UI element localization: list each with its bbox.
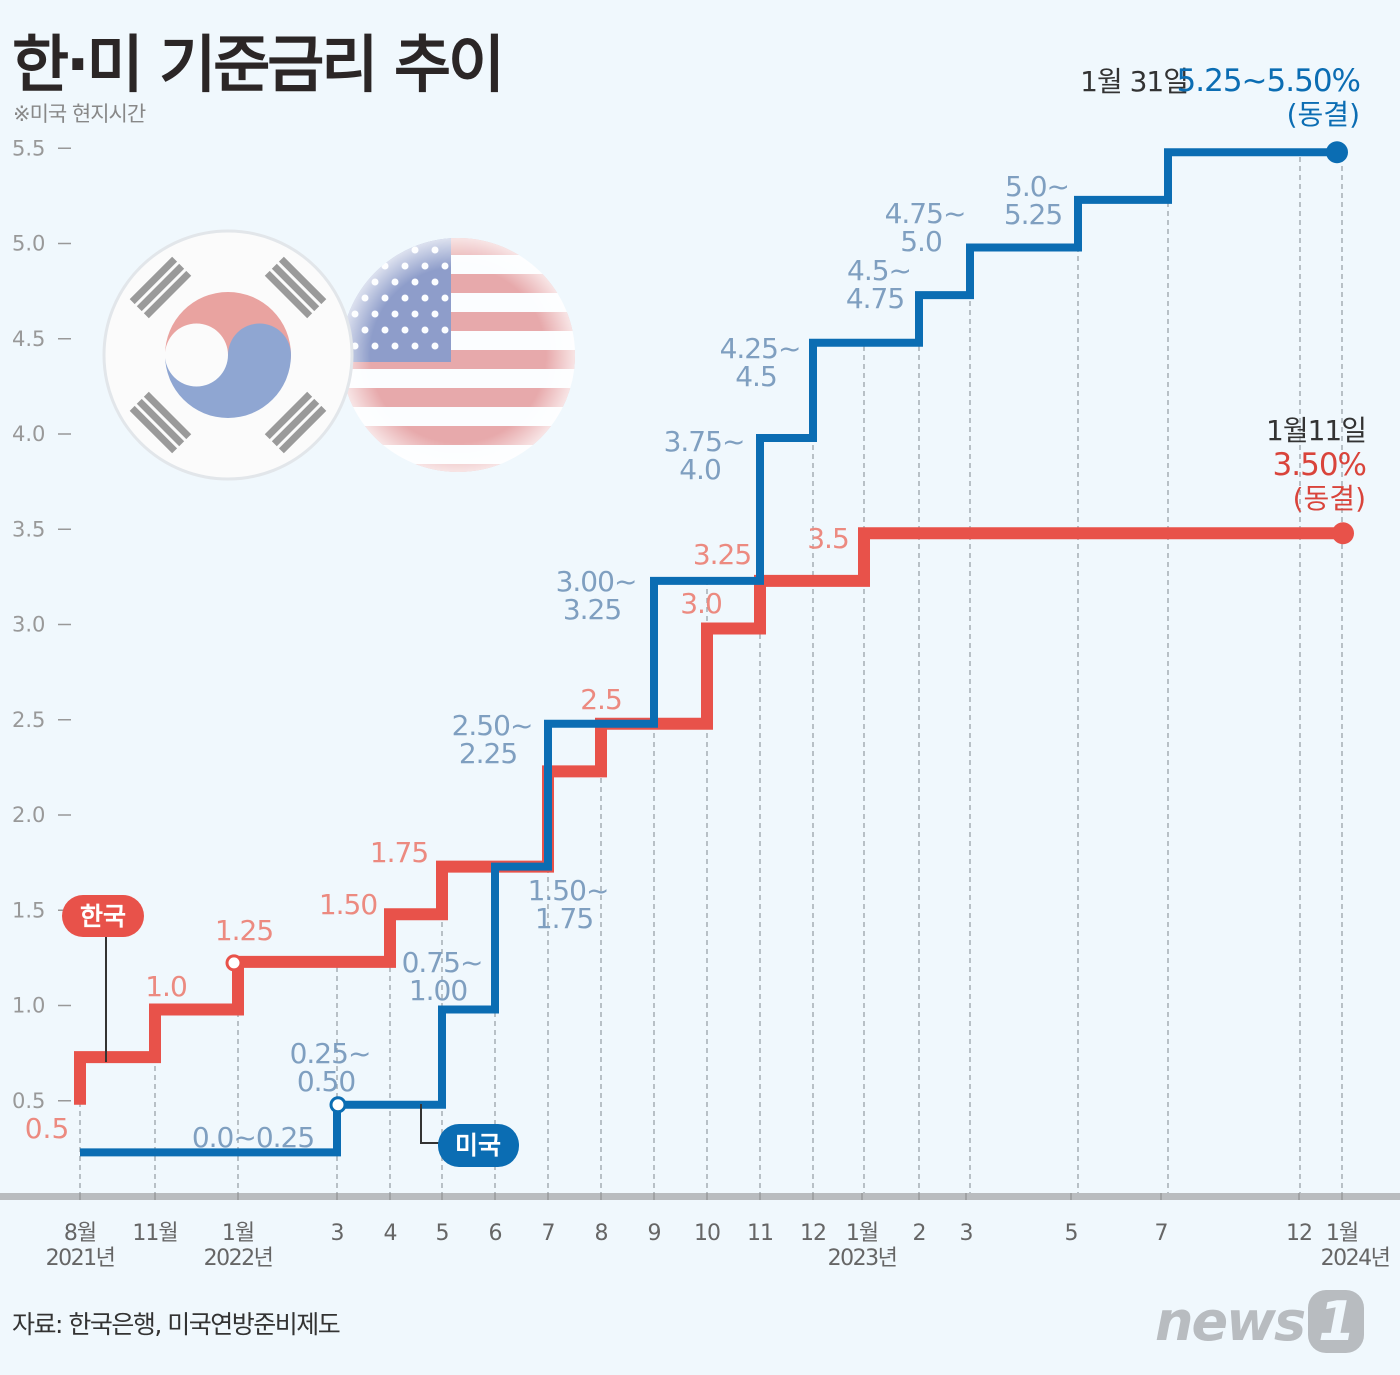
korea-data-label: 0.5 (25, 1112, 70, 1145)
y-tick-label: 2.5 (12, 708, 45, 732)
us-data-label: 5.0 (900, 225, 942, 258)
korea-legend-pill (62, 895, 144, 937)
us-data-label: 4.5~ (847, 254, 911, 287)
flag-star (361, 262, 369, 270)
x-tick-label: 8 (595, 1221, 608, 1246)
korea-flag-icon (102, 229, 354, 481)
y-tick-label: 3.5 (12, 517, 45, 541)
us-data-label: 3.00~ (556, 565, 637, 598)
korea-data-label: 2.5 (580, 683, 622, 716)
korea-data-label: 1.75 (370, 836, 428, 869)
us-data-label: 0.0~0.25 (192, 1121, 314, 1154)
flag-star (391, 246, 399, 254)
y-tick-label: 3.0 (12, 613, 45, 637)
korea-annotation-rate: 3.50% (1273, 447, 1366, 483)
us-data-label: 4.5 (735, 360, 777, 393)
x-tick-label: 1월 (846, 1221, 878, 1246)
korea-end-point (1332, 522, 1354, 545)
y-tick-label: 4.5 (12, 327, 45, 351)
x-tick-label: 6 (489, 1221, 502, 1246)
flags-illustration (102, 229, 575, 481)
flag-star (351, 246, 359, 254)
source-note: 자료: 한국은행, 미국연방준비제도 (12, 1310, 341, 1339)
trigram (129, 391, 192, 454)
x-tick-label: 4 (384, 1221, 397, 1246)
x-tick-label: 5 (1065, 1221, 1078, 1246)
x-axis-baseline (0, 1193, 1400, 1200)
us-data-label: 1.75 (535, 902, 593, 935)
korea-data-label: 1.50 (319, 888, 377, 921)
korea-annotation-note: (동결) (1293, 482, 1366, 515)
us-rate-line (80, 148, 1342, 1157)
us-end-point (1326, 141, 1348, 164)
page-title: 한·미 기준금리 추이 (12, 28, 505, 101)
x-tick-label: 3 (960, 1221, 973, 1246)
y-tick-label: 1.0 (12, 994, 45, 1018)
x-tick-label: 12 (1286, 1221, 1312, 1246)
trigram (264, 391, 327, 454)
x-tick-label: 10 (694, 1221, 720, 1246)
us-data-label: 3.75~ (664, 425, 745, 458)
subtitle-note: ※미국 현지시간 (13, 102, 146, 126)
x-tick-year-label: 2022년 (204, 1246, 273, 1271)
trigram (264, 256, 327, 319)
x-tick-label: 1월 (1326, 1221, 1358, 1246)
korea-legend-label: 한국 (80, 902, 126, 931)
trigram (129, 256, 192, 319)
korea-marker-point (225, 954, 243, 972)
flag-star (371, 246, 379, 254)
us-data-label: 0.75~ (402, 946, 483, 979)
x-tick-year-label: 2023년 (828, 1246, 897, 1271)
y-tick-label: 1.5 (12, 898, 45, 922)
us-data-label: 1.00 (409, 974, 467, 1007)
x-tick-label: 1월 (222, 1221, 254, 1246)
us-marker-point (329, 1096, 347, 1114)
x-tick-year-label: 2021년 (46, 1246, 115, 1271)
us-legend-connector (420, 1104, 440, 1144)
x-tick-label: 8월 (64, 1221, 96, 1246)
x-tick-label: 9 (648, 1221, 661, 1246)
news1-logo: news 1 (1155, 1290, 1364, 1353)
korea-annotation-date: 1월11일 (1266, 414, 1366, 447)
x-tick-year-label: 2024년 (1321, 1246, 1390, 1271)
us-data-label: 4.75 (846, 282, 904, 315)
us-data-label: 0.50 (297, 1065, 355, 1098)
x-tick-label: 12 (800, 1221, 826, 1246)
us-annotation-rate: 5.25~5.50% (1177, 63, 1360, 99)
us-data-label: 3.25 (563, 593, 621, 626)
x-tick-label: 7 (1155, 1221, 1168, 1246)
x-tick-label: 11 (747, 1221, 773, 1246)
y-tick-label: 2.0 (12, 803, 45, 827)
us-data-label: 0.25~ (290, 1037, 371, 1070)
korea-data-label: 3.5 (807, 522, 849, 555)
korea-data-label: 3.25 (693, 538, 751, 571)
flag-star (351, 278, 359, 286)
us-data-label: 4.0 (679, 453, 721, 486)
korea-data-label: 3.0 (680, 587, 722, 620)
korea-data-label: 1.25 (215, 914, 273, 947)
us-legend-pill (438, 1124, 519, 1167)
x-tick-label: 3 (331, 1221, 344, 1246)
us-data-label: 2.50~ (452, 709, 533, 742)
us-legend-label: 미국 (455, 1131, 501, 1160)
korea-data-label: 1.0 (145, 970, 187, 1003)
us-annotation-note: (동결) (1287, 98, 1360, 131)
x-tick-label: 7 (542, 1221, 555, 1246)
us-annotation-date: 1월 31일 (1080, 65, 1188, 98)
x-tick-label: 11월 (132, 1221, 177, 1246)
x-tick-label: 5 (436, 1221, 449, 1246)
us-data-label: 1.50~ (528, 874, 609, 907)
us-data-label: 2.25 (459, 737, 517, 770)
us-data-label: 4.75~ (885, 197, 966, 230)
y-tick-label: 0.5 (12, 1089, 45, 1113)
us-data-label: 5.25 (1004, 198, 1062, 231)
y-tick-label: 5.0 (12, 232, 45, 256)
x-tick-label: 2 (913, 1221, 926, 1246)
us-data-label: 4.25~ (720, 332, 801, 365)
us-data-label: 5.0~ (1005, 170, 1069, 203)
y-tick-label: 4.0 (12, 422, 45, 446)
y-tick-label: 5.5 (12, 136, 45, 160)
